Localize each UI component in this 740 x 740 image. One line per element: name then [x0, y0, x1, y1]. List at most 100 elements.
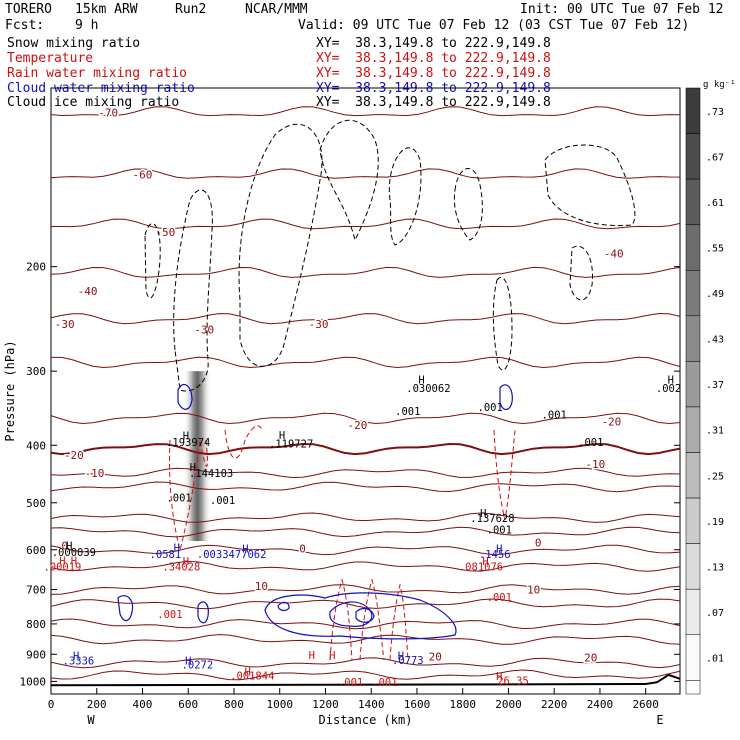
contour-label: H: [185, 655, 191, 667]
isotherm-label: -40: [78, 285, 98, 298]
legend-cloudice-name: Cloud ice mixing ratio: [7, 95, 180, 110]
snow-contour: [173, 189, 213, 392]
colorbar-label: .07: [706, 608, 724, 619]
snow-shading: [183, 371, 212, 542]
isotherm-label: 20: [429, 651, 442, 664]
legend-cloudice-xy: XY= 38.3,149.8 to 222.9,149.8: [316, 95, 551, 110]
isotherm-label: 0: [61, 539, 68, 552]
isotherm-line: [50, 467, 681, 479]
contour-label: .001: [487, 592, 512, 604]
hydrometeor-contour-layer: [117, 119, 636, 661]
contour-label: .144103: [189, 468, 233, 480]
colorbar-cell: [685, 361, 701, 408]
contour-label: .119727: [269, 438, 313, 450]
colorbar-label: .13: [706, 562, 724, 573]
isotherm-line: [50, 618, 681, 630]
colorbar-label: .31: [706, 426, 724, 437]
run-name: Run2: [175, 2, 207, 17]
cloudwater-contour: [177, 383, 193, 410]
x-tick-label: 2600: [632, 698, 659, 711]
isotherm-label: 10: [527, 584, 540, 597]
contour-label: H: [190, 462, 196, 474]
x-tick-label: 400: [133, 698, 153, 711]
snow-contour: [388, 147, 422, 246]
legend-snow-name: Snow mixing ratio: [7, 36, 141, 51]
isotherm-label: 20: [584, 652, 597, 665]
contour-label: H: [73, 651, 79, 663]
data-label-layer: H.193974H.144103H.119727H.030062.001.001…: [43, 375, 681, 690]
rain-contour: [224, 425, 263, 459]
y-tick-label: 900: [26, 648, 46, 661]
cloudwater-contour: [277, 601, 290, 612]
contour-label: H: [71, 555, 77, 567]
isotherm-label: -30: [309, 318, 329, 331]
x-tick-label: 0: [48, 698, 55, 711]
axes-layer: 0 200 400 600 800 1000 1200 1400 1600 1800 2000 220…: [3, 261, 680, 727]
center-name: NCAR/MMM: [245, 2, 308, 17]
contour-label: .001: [338, 677, 363, 689]
snow-contour: [453, 168, 483, 241]
colorbar: .73 .67 .61 .55 .49 .43 .37 .31 .25 .19 .13 .07 .01 g…: [685, 80, 736, 695]
x-tick-label: 800: [224, 698, 244, 711]
colorbar-cell: [685, 87, 701, 134]
y-tick-label: 700: [26, 584, 46, 597]
x-tick-label: 2200: [541, 698, 568, 711]
legend-rain-xy: XY= 38.3,149.8 to 222.9,149.8: [316, 66, 551, 81]
colorbar-label: .55: [706, 243, 724, 254]
isotherm-line: [50, 669, 681, 681]
y-tick-label: 800: [26, 618, 46, 631]
contour-label: .0581: [150, 549, 182, 561]
y-tick-label: 1000: [20, 675, 47, 688]
isotherm--10: [50, 412, 681, 425]
contour-label: H: [496, 671, 502, 683]
contour-label: .000039: [52, 547, 96, 559]
contour-label: .3336: [63, 655, 95, 667]
contour-label: .001: [395, 406, 420, 418]
contour-label: .0033477062: [197, 549, 267, 561]
colorbar-cell: [685, 270, 701, 317]
cloudwater-contour: [355, 607, 375, 623]
contour-label: .001: [372, 677, 397, 689]
contour-label: H: [183, 430, 189, 442]
contour-label: H: [398, 651, 404, 663]
plot-frame: [50, 87, 681, 695]
rain-contour: [329, 578, 409, 661]
isotherm-label: 0: [299, 542, 306, 555]
contour-label: H: [174, 543, 180, 555]
contour-label: H: [480, 508, 486, 520]
isotherm-line: [50, 512, 681, 523]
isotherm-line: [50, 657, 681, 669]
isotherm-label: -70: [98, 107, 118, 120]
rain-contour: [168, 439, 208, 552]
isotherm-label: -20: [348, 419, 368, 432]
contour-label: H: [66, 540, 72, 552]
isotherm-label: -20: [601, 416, 621, 429]
colorbar-cell: [685, 178, 701, 225]
contour-label: .001: [578, 437, 603, 449]
colorbar-label: .37: [706, 380, 724, 391]
contour-label: H: [496, 543, 502, 555]
isotherm-label: -10: [85, 467, 105, 480]
isotherm-label: -10: [585, 458, 605, 471]
isotherm-line: [50, 560, 681, 572]
y-tick-label: 200: [26, 261, 46, 274]
isotherm-line: [50, 634, 681, 645]
contour-label: .1456: [479, 549, 511, 561]
isotherm--40: [50, 266, 681, 278]
x-tick-label: 1800: [449, 698, 476, 711]
x-tick-label: 1200: [312, 698, 339, 711]
isotherm--50: [51, 218, 681, 230]
isotherm-line: [50, 544, 681, 556]
cloudwater-contour: [197, 601, 209, 624]
cloudwater-contour: [329, 601, 373, 627]
colorbar-cell: [685, 543, 701, 590]
legend-temp-name: Temperature: [7, 51, 94, 66]
isotherm--60: [50, 168, 681, 179]
snow-contour: [144, 223, 161, 299]
contour-label: .001: [478, 402, 503, 414]
snow-contour: [544, 144, 636, 227]
x-tick-label: 600: [178, 698, 198, 711]
contour-label: H: [183, 556, 189, 568]
cloudwater-contour: [264, 592, 457, 640]
